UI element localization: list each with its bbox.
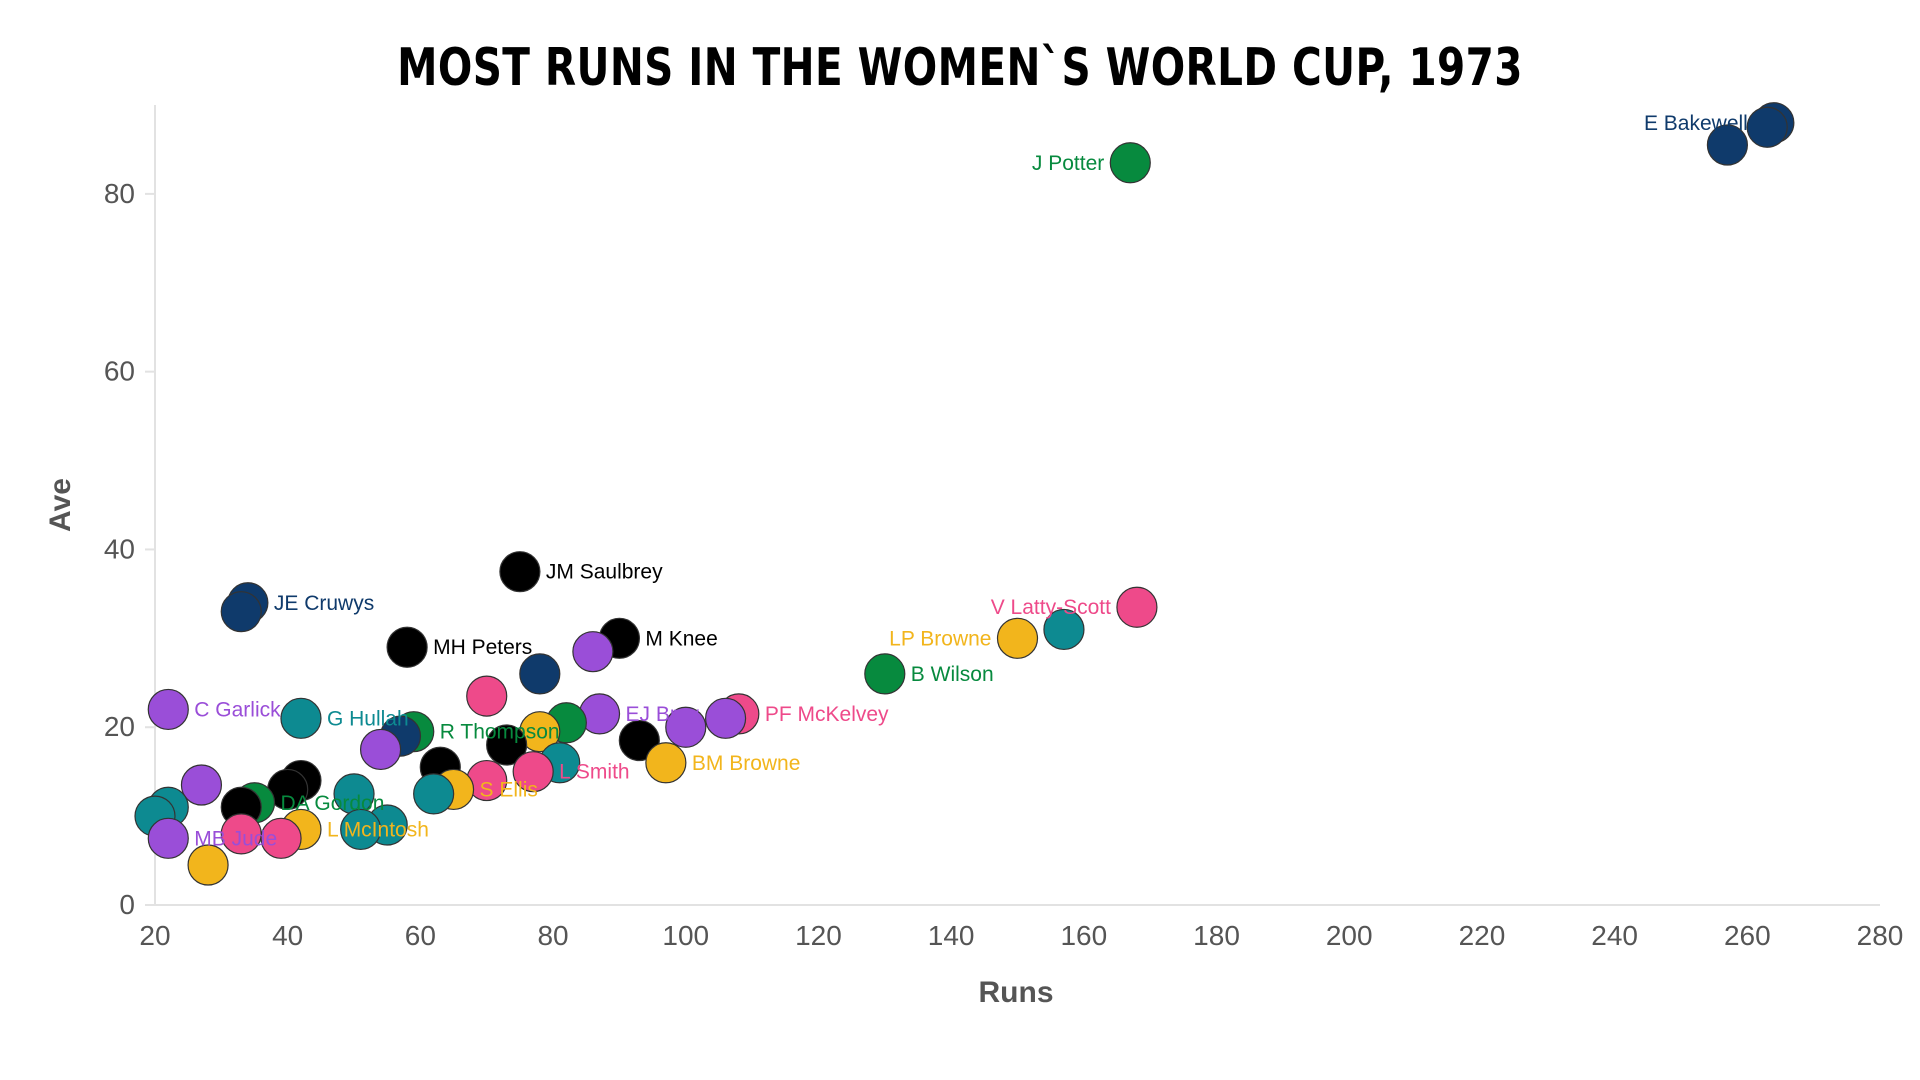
x-tick-label: 220 xyxy=(1459,920,1506,951)
data-point xyxy=(1706,124,1749,166)
x-tick-label: 140 xyxy=(928,920,975,951)
data-point-label: M Knee xyxy=(645,627,717,650)
x-tick-label: 20 xyxy=(139,920,170,951)
data-point xyxy=(499,551,541,593)
data-point-label: S Ellis xyxy=(480,778,538,801)
x-tick-label: 260 xyxy=(1724,920,1771,951)
data-point xyxy=(996,617,1039,659)
data-point xyxy=(340,808,382,851)
x-tick-label: 40 xyxy=(272,920,303,951)
data-point-label: EJ Bray xyxy=(626,703,700,726)
data-point xyxy=(180,764,223,806)
data-point xyxy=(147,817,189,859)
data-point-label: PF McKelvey xyxy=(765,703,889,726)
data-point-label: L Smith xyxy=(559,761,629,784)
data-point-label: V Latty-Scott xyxy=(991,596,1111,619)
x-tick-label: 120 xyxy=(795,920,842,951)
x-tick-label: 240 xyxy=(1591,920,1638,951)
x-tick-label: 60 xyxy=(405,920,436,951)
data-point xyxy=(1116,586,1158,628)
data-point-label: J Potter xyxy=(1032,152,1104,175)
data-points xyxy=(134,102,1795,886)
point-labels: E Bakewell J Potter JM Saulbrey JE Cruwys V … xyxy=(194,112,1748,851)
data-point xyxy=(519,653,561,695)
y-tick-label: 40 xyxy=(104,533,135,564)
x-axis-ticks: 20 40 60 80 100 120 140 160 180 200 220 240 260 280 xyxy=(139,920,1903,951)
data-point xyxy=(280,697,322,739)
data-point xyxy=(359,728,402,771)
data-point-label: JE Cruwys xyxy=(274,592,374,615)
y-tick-label: 80 xyxy=(104,178,135,209)
data-point-label: MH Peters xyxy=(433,636,532,659)
data-point xyxy=(864,653,906,695)
chart-title: MOST RUNS IN THE WOMEN`S WORLD CUP, 1973 xyxy=(397,38,1523,98)
data-point xyxy=(1109,142,1151,184)
y-axis-title: Ave xyxy=(44,478,77,532)
data-point-label: BM Browne xyxy=(692,752,801,775)
data-point xyxy=(386,626,428,668)
x-axis-title: Runs xyxy=(979,976,1054,1009)
data-point-label: L McIntosh xyxy=(327,818,429,841)
data-point xyxy=(645,742,687,784)
x-tick-label: 180 xyxy=(1193,920,1240,951)
data-point-label: E Bakewell xyxy=(1644,112,1748,135)
data-point-label: C Garlick xyxy=(194,698,281,721)
y-tick-label: 0 xyxy=(119,889,135,920)
data-point xyxy=(704,697,747,739)
x-tick-label: 100 xyxy=(662,920,709,951)
x-tick-label: 280 xyxy=(1857,920,1904,951)
data-point xyxy=(220,591,262,633)
y-tick-label: 60 xyxy=(104,356,135,387)
data-point-label: MB Jude xyxy=(194,827,277,850)
data-point xyxy=(1043,608,1085,651)
data-point-label: JM Saulbrey xyxy=(546,561,663,584)
data-point xyxy=(187,844,229,886)
data-point xyxy=(1746,106,1788,148)
data-point xyxy=(260,817,302,859)
data-point xyxy=(512,751,554,793)
data-point-label: B Wilson xyxy=(911,663,994,686)
data-point xyxy=(413,773,455,815)
x-tick-label: 200 xyxy=(1326,920,1373,951)
data-point xyxy=(147,688,189,731)
x-tick-label: 80 xyxy=(537,920,568,951)
y-axis-ticks: 0 20 40 60 80 xyxy=(104,178,155,920)
data-point-label: LP Browne xyxy=(889,627,991,650)
data-point xyxy=(466,675,508,717)
data-point-label: R Thompson xyxy=(440,721,560,744)
data-point-label: DA Gordon xyxy=(281,792,385,815)
data-point-label: G Hullah xyxy=(327,707,409,730)
x-tick-label: 160 xyxy=(1060,920,1107,951)
data-point xyxy=(665,706,707,748)
y-tick-label: 20 xyxy=(104,711,135,742)
data-point xyxy=(572,631,614,673)
data-point xyxy=(486,724,528,766)
